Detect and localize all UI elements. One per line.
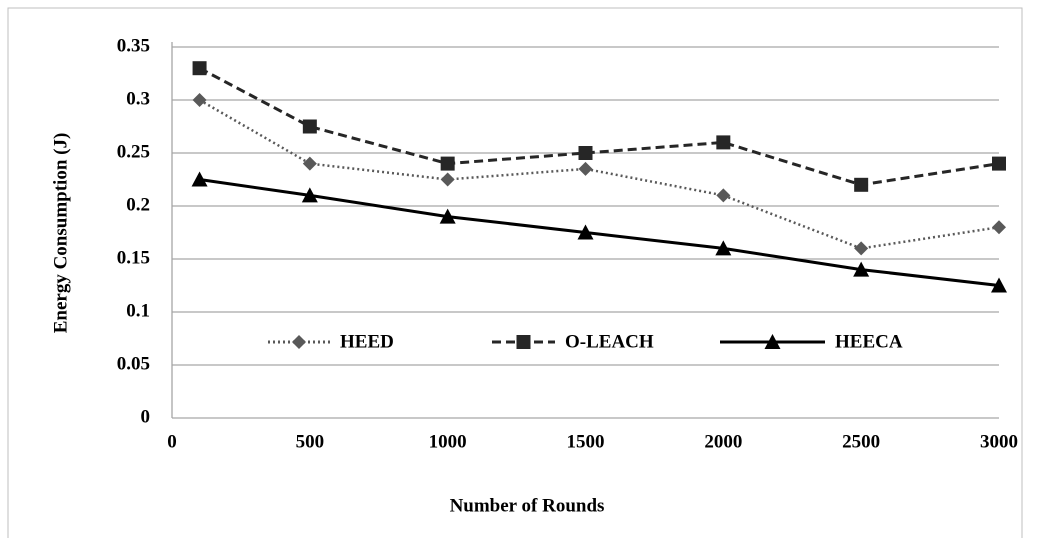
marker (192, 61, 207, 76)
marker (192, 93, 207, 107)
marker (516, 335, 531, 349)
x-axis-label: Number of Rounds (450, 495, 605, 516)
x-tick-label: 2500 (842, 431, 880, 452)
y-axis-label: Energy Consumption (J) (50, 133, 71, 334)
series-line (198, 98, 1000, 250)
y-tick-label: 0.1 (126, 300, 150, 321)
x-tick-label: 1500 (567, 431, 605, 452)
marker (301, 187, 318, 203)
marker (853, 261, 870, 277)
y-tick-label: 0.15 (117, 247, 150, 268)
legend-label: HEECA (835, 331, 903, 352)
marker (578, 146, 593, 160)
x-tick-label: 2000 (704, 431, 742, 452)
y-tick-label: 0 (141, 406, 151, 427)
y-tick-label: 0.05 (117, 353, 150, 374)
marker (716, 135, 731, 150)
legend-label: HEED (340, 331, 394, 352)
series-line (199, 178, 1000, 287)
marker (440, 156, 455, 171)
marker (191, 171, 208, 187)
y-tick-label: 0.25 (117, 141, 150, 162)
marker (764, 334, 781, 349)
y-tick-label: 0.2 (126, 194, 150, 215)
marker (854, 241, 869, 256)
marker (991, 277, 1007, 293)
marker (854, 177, 869, 192)
x-tick-label: 1000 (429, 431, 467, 452)
marker (992, 220, 1006, 235)
marker (992, 156, 1006, 171)
x-tick-label: 3000 (980, 431, 1018, 452)
frame (7, 7, 1023, 538)
marker (715, 240, 732, 256)
x-tick-label: 0 (167, 431, 177, 452)
marker (440, 172, 455, 187)
marker (292, 335, 306, 349)
y-tick-label: 0.3 (126, 88, 150, 109)
marker (439, 208, 456, 224)
series-line (198, 66, 1000, 187)
marker (302, 156, 317, 171)
y-tick-label: 0.35 (117, 35, 150, 56)
marker (716, 188, 731, 203)
marker (578, 161, 593, 176)
legend-label: O-LEACH (565, 331, 654, 352)
x-tick-label: 500 (296, 431, 325, 452)
marker (302, 119, 317, 134)
marker (577, 224, 594, 240)
